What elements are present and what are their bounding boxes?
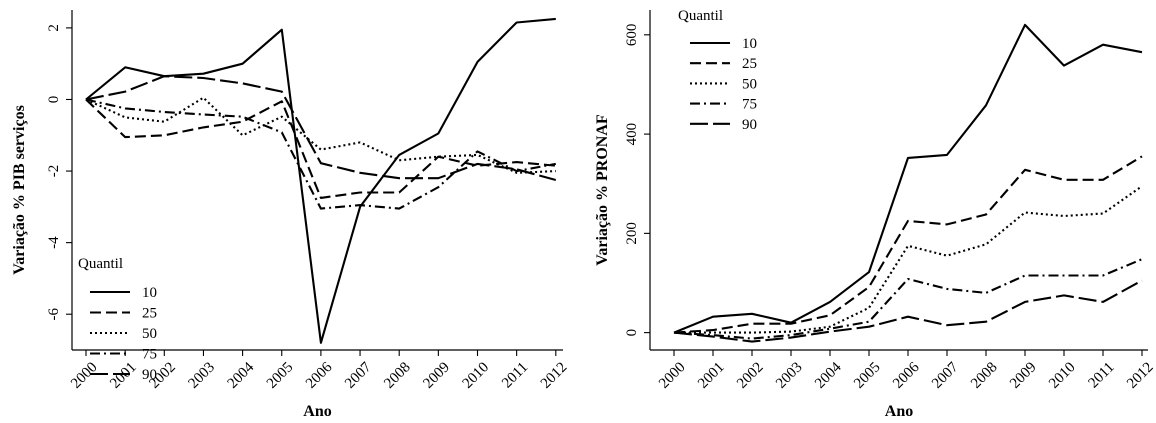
x-tick-label: 2000 xyxy=(68,359,101,392)
x-tick-label: 2008 xyxy=(968,359,1001,392)
legend-label-10: 10 xyxy=(742,36,757,52)
y-tick-label: -4 xyxy=(46,236,62,249)
x-tick-label: 2004 xyxy=(225,359,258,392)
legend-title: Quantil xyxy=(78,256,123,272)
legend-label-75: 75 xyxy=(142,347,157,363)
y-tick-label: 2 xyxy=(46,24,62,32)
legend-title: Quantil xyxy=(678,8,723,24)
x-axis-title: Ano xyxy=(303,403,331,420)
y-tick-label: 0 xyxy=(624,329,640,337)
y-tick-label: -2 xyxy=(46,165,62,178)
y-axis-title: Variação % PIB serviços xyxy=(11,105,28,275)
x-tick-label: 2004 xyxy=(812,359,845,392)
y-tick-label: -6 xyxy=(46,307,62,320)
x-tick-label: 2009 xyxy=(420,359,453,392)
series-line-25 xyxy=(673,155,1143,334)
legend-label-25: 25 xyxy=(742,56,757,72)
y-axis-title: Variação % PRONAF xyxy=(594,114,611,266)
x-tick-label: 2003 xyxy=(773,359,806,392)
x-tick-label: 2012 xyxy=(1124,359,1156,392)
x-tick-label: 2005 xyxy=(851,359,884,392)
x-tick-label: 2000 xyxy=(656,359,689,392)
legend-label-50: 50 xyxy=(742,76,757,92)
x-tick-label: 2003 xyxy=(186,359,219,392)
series-line-50 xyxy=(674,185,1143,334)
series-line-90 xyxy=(85,75,557,182)
x-axis-title: Ano xyxy=(885,403,913,420)
x-tick-label: 2011 xyxy=(499,359,531,391)
legend-label-75: 75 xyxy=(742,97,757,113)
legend-label-25: 25 xyxy=(142,306,157,322)
x-tick-label: 2010 xyxy=(460,359,493,392)
series-line-75 xyxy=(673,258,1143,340)
x-tick-label: 2006 xyxy=(890,359,923,392)
legend-label-90: 90 xyxy=(142,367,157,383)
y-tick-label: 200 xyxy=(624,222,640,245)
x-tick-label: 2011 xyxy=(1085,359,1117,391)
x-tick-label: 2007 xyxy=(929,359,962,392)
legend-label-10: 10 xyxy=(142,285,157,301)
x-tick-label: 2001 xyxy=(695,359,728,392)
x-tick-label: 2012 xyxy=(538,359,571,392)
y-tick-label: 600 xyxy=(624,24,640,47)
legend: Quantil 10 25 50 75 90 xyxy=(678,8,757,133)
series-line-75 xyxy=(85,98,556,210)
y-tick-label: 0 xyxy=(46,96,62,104)
legend-label-50: 50 xyxy=(142,326,157,342)
legend: Quantil 10 25 50 75 90 xyxy=(78,256,157,383)
series-line-25 xyxy=(85,98,556,199)
x-tick-label: 2002 xyxy=(734,359,767,392)
x-tick-label: 2005 xyxy=(264,359,297,392)
y-tick-label: 400 xyxy=(624,123,640,146)
x-tick-label: 2007 xyxy=(342,359,375,392)
x-tick-label: 2010 xyxy=(1046,359,1079,392)
x-tick-label: 2009 xyxy=(1007,359,1040,392)
series-line-90 xyxy=(673,279,1143,343)
x-tick-label: 2006 xyxy=(303,359,336,392)
series-line-10 xyxy=(673,23,1143,334)
legend-label-90: 90 xyxy=(742,117,757,133)
x-tick-label: 2008 xyxy=(381,359,414,392)
x-tick-label: 2001 xyxy=(107,359,140,392)
